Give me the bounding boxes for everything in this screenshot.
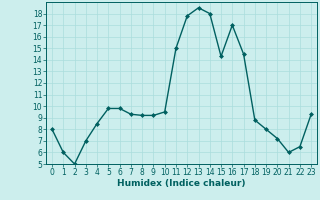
X-axis label: Humidex (Indice chaleur): Humidex (Indice chaleur) — [117, 179, 246, 188]
